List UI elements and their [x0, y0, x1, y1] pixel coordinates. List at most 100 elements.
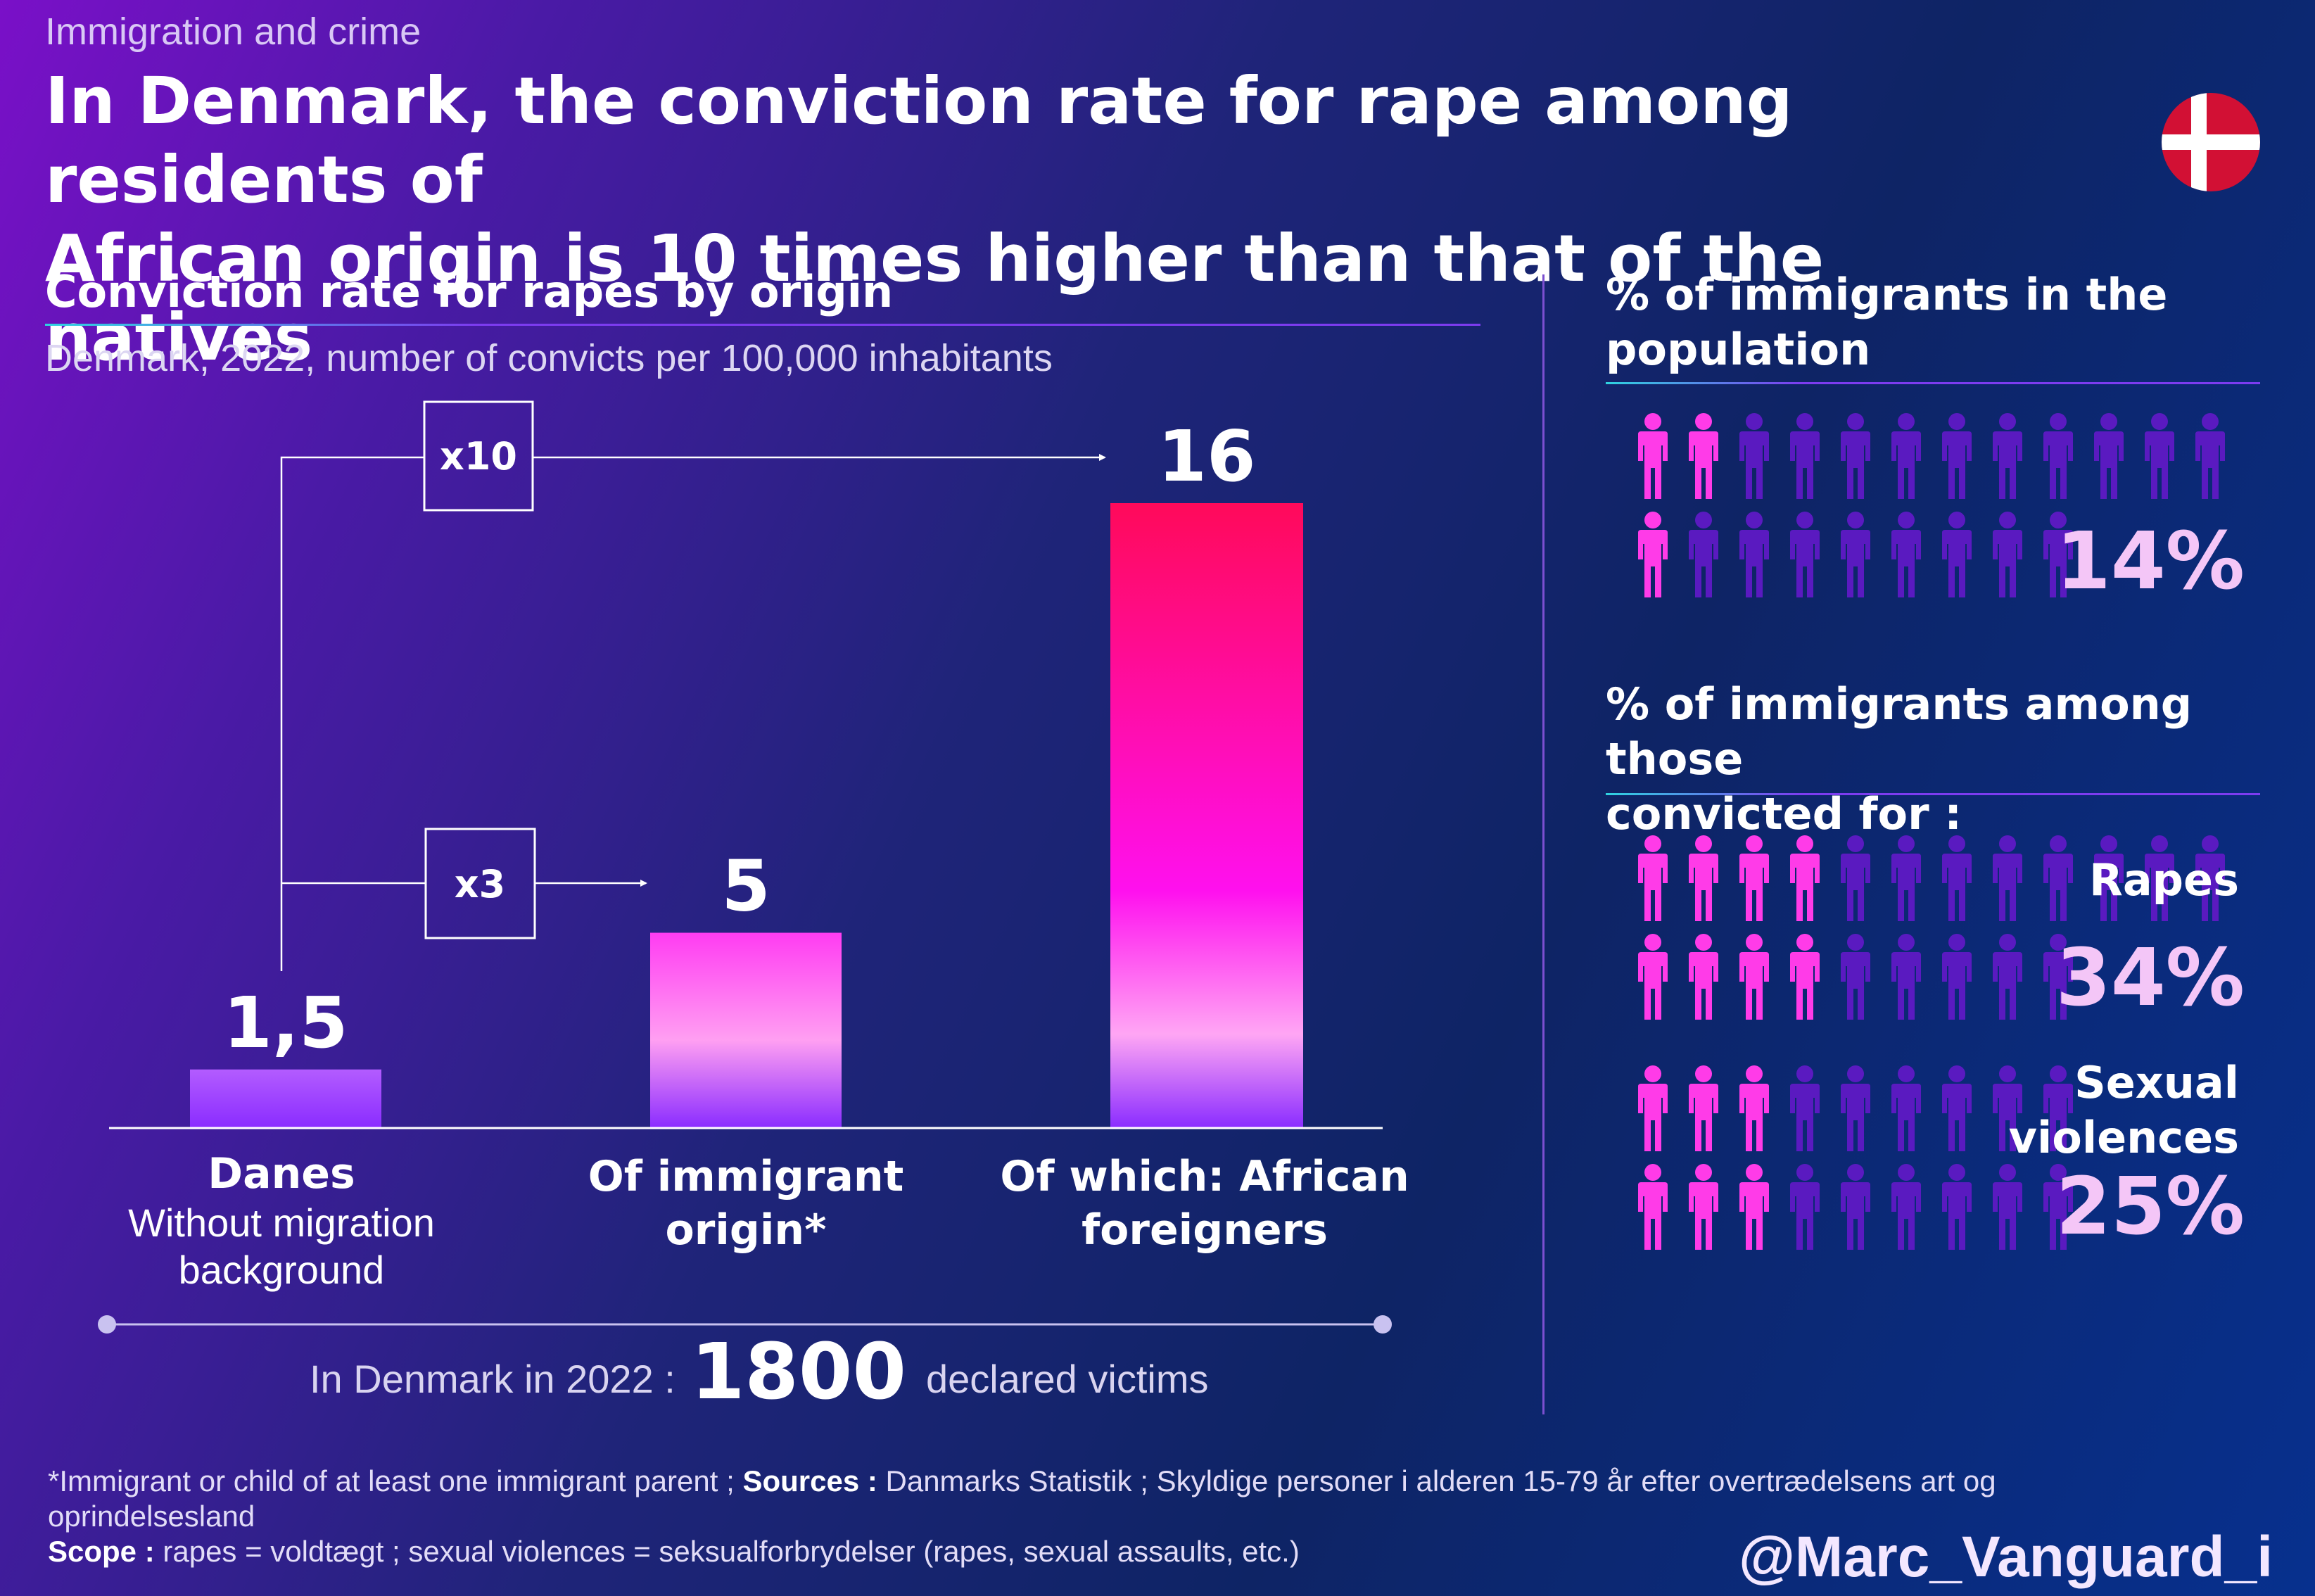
value-label-immigrant-origin: 5 [721, 845, 770, 927]
person-icon [1783, 412, 1827, 500]
person-highlight-icon [1682, 1064, 1725, 1153]
footnote-line3: Scope : rapes = voldtægt ; sexual violen… [48, 1534, 2229, 1569]
convicted-title-line1: % of immigrants among those [1606, 678, 2193, 785]
person-icon [1732, 510, 1776, 599]
footnote-sources-label: Sources : [742, 1464, 877, 1497]
person-icon [1935, 932, 1979, 1021]
person-icon [1834, 1163, 1877, 1251]
person-highlight-icon [1631, 834, 1675, 923]
person-icon [2188, 412, 2232, 500]
population-people-row-2 [1631, 510, 2080, 599]
person-highlight-icon [1732, 834, 1776, 923]
person-icon [2036, 834, 2080, 923]
rapes-people-row-2 [1631, 932, 2080, 1021]
person-icon [2188, 834, 2232, 923]
bar-african-foreigners [1110, 503, 1303, 1128]
person-highlight-icon [1631, 510, 1675, 599]
person-highlight-icon [1682, 1163, 1725, 1251]
headline-line2: African origin is 10 times higher than t… [45, 221, 1825, 375]
person-icon [1834, 932, 1877, 1021]
chart-title-rule [45, 324, 1480, 326]
person-highlight-icon [1783, 834, 1827, 923]
convicted-title-line2: convicted for : [1606, 788, 1962, 840]
population-people-row-1 [1631, 412, 2232, 500]
sexual-label-line1: Sexual [2074, 1057, 2239, 1108]
person-icon [1986, 412, 2029, 500]
person-icon [2036, 510, 2080, 599]
footnote-line1: *Immigrant or child of at least one immi… [48, 1464, 2229, 1499]
person-icon [1884, 412, 1928, 500]
victims-rule-dot-right [1374, 1315, 1392, 1334]
category-label-african-1: Of which: African [1000, 1152, 1409, 1201]
category-label-immigrant-2: origin* [666, 1205, 827, 1255]
population-pct: 14% [2055, 516, 2245, 607]
person-highlight-icon [1783, 932, 1827, 1021]
rapes-pct: 34% [2055, 932, 2245, 1024]
person-icon [2087, 412, 2131, 500]
population-title-line1: % of immigrants in the [1606, 269, 2168, 320]
person-icon [1986, 1163, 2029, 1251]
headline-line1: In Denmark, the conviction rate for rape… [45, 63, 1793, 217]
person-icon [1986, 932, 2029, 1021]
person-icon [1834, 510, 1877, 599]
person-icon [1935, 510, 1979, 599]
person-icon [1884, 1064, 1928, 1153]
footnote-scope-label: Scope : [48, 1535, 155, 1568]
person-highlight-icon [1682, 412, 1725, 500]
person-highlight-icon [1732, 932, 1776, 1021]
footnote: *Immigrant or child of at least one immi… [48, 1464, 2229, 1569]
footnote-sources: Danmarks Statistik ; Skyldige personer i… [877, 1464, 1996, 1497]
population-title: % of immigrants in the population [1606, 267, 2281, 377]
convicted-title-rule [1606, 793, 2260, 795]
victims-number: 1800 [690, 1326, 906, 1417]
person-icon [2138, 834, 2181, 923]
panel-divider [1542, 274, 1545, 1414]
person-highlight-icon [1732, 1064, 1776, 1153]
x10-connector [280, 456, 424, 971]
person-highlight-icon [1631, 412, 1675, 500]
footnote-scope: rapes = voldtægt ; sexual violences = se… [154, 1535, 1300, 1568]
person-icon [1935, 412, 1979, 500]
population-title-line2: population [1606, 324, 1871, 375]
bar-chart: x10 x3 1,5 5 16 Danes Without migration … [98, 415, 1409, 1334]
author-handle: @Marc_Vanguard_i [1738, 1525, 2273, 1589]
person-highlight-icon [1631, 932, 1675, 1021]
person-icon [1783, 1064, 1827, 1153]
footnote-definition: *Immigrant or child of at least one immi… [48, 1464, 743, 1497]
person-icon [1986, 1064, 2029, 1153]
person-highlight-icon [1631, 1064, 1675, 1153]
rapes-people-row-1 [1631, 834, 2232, 923]
person-icon [1682, 510, 1725, 599]
footnote-line2: oprindelsesland [48, 1500, 255, 1533]
category-note-danes-1: Without migration [128, 1201, 435, 1245]
person-icon [1834, 1064, 1877, 1153]
victims-line: In Denmark in 2022 : 1800 declared victims [310, 1326, 1208, 1417]
person-icon [1732, 412, 1776, 500]
victims-suffix: declared victims [926, 1357, 1209, 1401]
person-icon [1783, 510, 1827, 599]
person-icon [2036, 1064, 2080, 1153]
person-highlight-icon [1732, 1163, 1776, 1251]
person-icon [1986, 834, 2029, 923]
sexual-pct: 25% [2055, 1161, 2245, 1253]
person-icon [2138, 412, 2181, 500]
person-icon [1884, 510, 1928, 599]
value-label-danes: 1,5 [223, 982, 348, 1064]
person-icon [1935, 1163, 1979, 1251]
bar-immigrant-origin [650, 932, 842, 1128]
person-highlight-icon [1631, 1163, 1675, 1251]
person-icon [1986, 510, 2029, 599]
rapes-label: Rapes [2089, 854, 2239, 906]
person-icon [2036, 1163, 2080, 1251]
x10-label: x10 [440, 434, 517, 479]
headline: In Denmark, the conviction rate for rape… [45, 62, 2100, 377]
population-title-rule [1606, 382, 2260, 384]
person-highlight-icon [1682, 932, 1725, 1021]
value-label-african-foreigners: 16 [1158, 415, 1255, 498]
denmark-flag-icon [2162, 93, 2260, 191]
category-note-danes-2: background [179, 1248, 385, 1292]
sexual-people-row-1 [1631, 1064, 2080, 1153]
category-label-african-2: foreigners [1082, 1205, 1328, 1255]
category-label-danes: Danes [208, 1149, 355, 1198]
victims-prefix: In Denmark in 2022 : [310, 1357, 676, 1401]
